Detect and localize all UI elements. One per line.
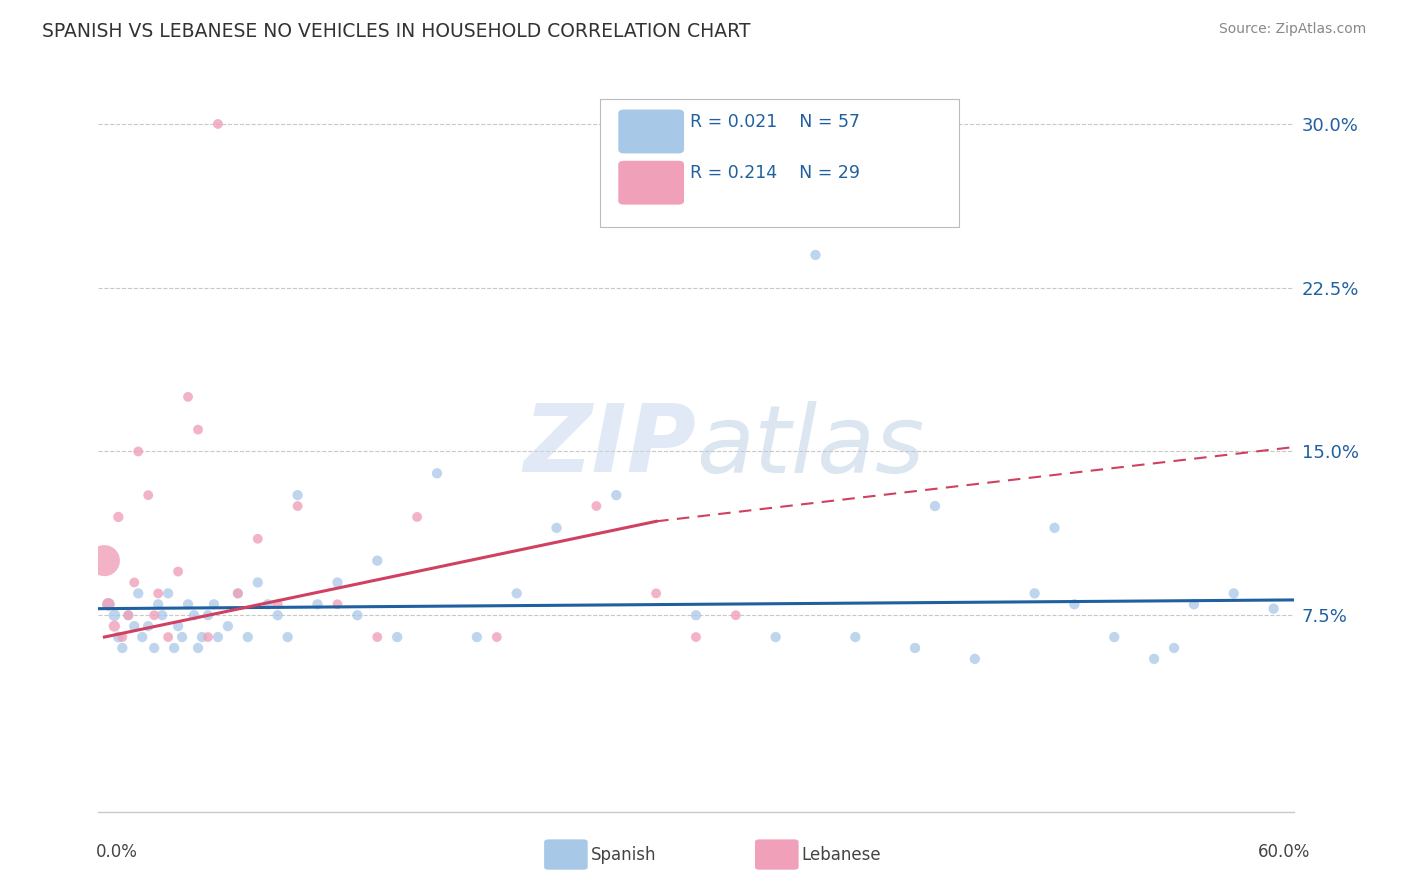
FancyBboxPatch shape bbox=[619, 110, 685, 153]
Point bbox=[103, 619, 125, 633]
Point bbox=[217, 619, 239, 633]
Point bbox=[1163, 640, 1185, 655]
Point bbox=[326, 597, 349, 611]
Point bbox=[107, 510, 129, 524]
Point bbox=[131, 630, 153, 644]
Point bbox=[157, 586, 180, 600]
Point bbox=[287, 488, 309, 502]
Text: atlas: atlas bbox=[696, 401, 924, 491]
Point bbox=[406, 510, 429, 524]
Point bbox=[426, 467, 449, 481]
Point bbox=[546, 521, 568, 535]
Point bbox=[605, 488, 627, 502]
Point bbox=[765, 630, 787, 644]
Point bbox=[326, 575, 349, 590]
Point bbox=[111, 640, 134, 655]
Point bbox=[148, 597, 170, 611]
Point bbox=[366, 554, 388, 568]
Point bbox=[645, 586, 668, 600]
Point bbox=[366, 630, 388, 644]
Text: 60.0%: 60.0% bbox=[1258, 843, 1310, 861]
Point bbox=[226, 586, 249, 600]
Point bbox=[177, 390, 200, 404]
Point bbox=[1063, 597, 1085, 611]
Point bbox=[256, 597, 278, 611]
Point bbox=[191, 630, 214, 644]
Point bbox=[150, 608, 173, 623]
Point bbox=[287, 499, 309, 513]
Point bbox=[127, 444, 149, 458]
Point bbox=[506, 586, 529, 600]
Point bbox=[485, 630, 508, 644]
Point bbox=[904, 640, 927, 655]
Point bbox=[167, 619, 190, 633]
Point bbox=[307, 597, 329, 611]
Point bbox=[177, 597, 200, 611]
Point bbox=[346, 608, 368, 623]
Point bbox=[117, 608, 139, 623]
Point bbox=[1024, 586, 1046, 600]
Point bbox=[1223, 586, 1246, 600]
Text: SPANISH VS LEBANESE NO VEHICLES IN HOUSEHOLD CORRELATION CHART: SPANISH VS LEBANESE NO VEHICLES IN HOUSE… bbox=[42, 22, 751, 41]
Point bbox=[136, 619, 159, 633]
Point bbox=[167, 565, 190, 579]
Point bbox=[197, 630, 219, 644]
Point bbox=[103, 608, 125, 623]
Point bbox=[187, 423, 209, 437]
Point bbox=[963, 652, 986, 666]
Point bbox=[197, 608, 219, 623]
Point bbox=[924, 499, 946, 513]
FancyBboxPatch shape bbox=[600, 99, 959, 227]
Point bbox=[97, 597, 120, 611]
Point bbox=[143, 608, 166, 623]
Point bbox=[124, 619, 146, 633]
Point bbox=[246, 532, 269, 546]
Point bbox=[183, 608, 205, 623]
Point bbox=[107, 630, 129, 644]
Point bbox=[136, 488, 159, 502]
Text: Spanish: Spanish bbox=[591, 846, 657, 863]
Point bbox=[97, 597, 120, 611]
Point bbox=[207, 117, 229, 131]
Text: R = 0.214    N = 29: R = 0.214 N = 29 bbox=[690, 164, 860, 182]
Point bbox=[1104, 630, 1126, 644]
Text: R = 0.021    N = 57: R = 0.021 N = 57 bbox=[690, 113, 860, 131]
Point bbox=[163, 640, 186, 655]
Text: Source: ZipAtlas.com: Source: ZipAtlas.com bbox=[1219, 22, 1367, 37]
Point bbox=[685, 630, 707, 644]
Point bbox=[236, 630, 259, 644]
Text: 0.0%: 0.0% bbox=[96, 843, 138, 861]
Point bbox=[187, 640, 209, 655]
Point bbox=[148, 586, 170, 600]
Text: ZIP: ZIP bbox=[523, 400, 696, 492]
Point bbox=[724, 608, 747, 623]
Point bbox=[226, 586, 249, 600]
Point bbox=[93, 554, 115, 568]
Point bbox=[267, 597, 290, 611]
Point bbox=[1182, 597, 1205, 611]
Point bbox=[124, 575, 146, 590]
Point bbox=[844, 630, 866, 644]
Point bbox=[143, 640, 166, 655]
Point bbox=[246, 575, 269, 590]
Point bbox=[277, 630, 299, 644]
Point bbox=[385, 630, 409, 644]
Point bbox=[117, 608, 139, 623]
FancyBboxPatch shape bbox=[619, 161, 685, 204]
Point bbox=[1143, 652, 1166, 666]
Point bbox=[207, 630, 229, 644]
Point bbox=[1043, 521, 1066, 535]
Point bbox=[804, 248, 827, 262]
Point bbox=[267, 608, 290, 623]
Point bbox=[111, 630, 134, 644]
Point bbox=[202, 597, 225, 611]
Point bbox=[585, 499, 607, 513]
Point bbox=[465, 630, 488, 644]
Text: Lebanese: Lebanese bbox=[801, 846, 882, 863]
Point bbox=[172, 630, 194, 644]
Point bbox=[157, 630, 180, 644]
Point bbox=[1263, 601, 1285, 615]
Point bbox=[127, 586, 149, 600]
Point bbox=[685, 608, 707, 623]
